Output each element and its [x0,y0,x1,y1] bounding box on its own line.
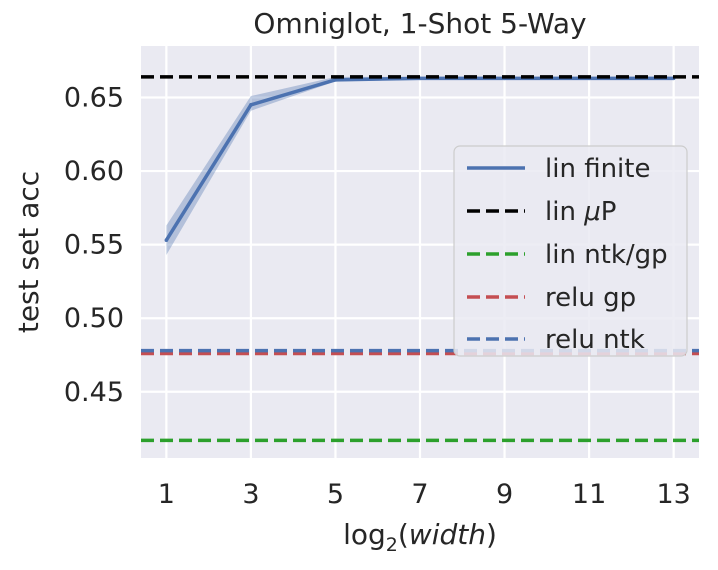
y-tick-label: 0.65 [64,83,124,114]
legend-label-lin-mup-math: μ [583,197,601,227]
x-ticks: 1 3 5 7 9 11 13 [158,479,691,510]
chart-title: Omniglot, 1-Shot 5-Way [253,7,586,40]
y-tick-label: 0.45 [64,377,124,408]
x-axis-label: log2(width) [343,518,497,556]
legend-box [453,145,688,357]
x-axis-label-close: ) [486,518,497,551]
y-tick-label: 0.60 [64,156,124,187]
legend: lin finite lin μP lin ntk/gp relu gp rel… [453,145,688,357]
y-tick-label: 0.50 [64,303,124,334]
x-axis-label-prefix: log [343,518,386,551]
x-axis-label-variable: width [409,518,486,551]
x-tick-label: 5 [327,479,344,510]
x-axis-label-subscript: 2 [386,534,398,556]
y-ticks: 0.45 0.50 0.55 0.60 0.65 [64,83,124,408]
legend-label-lin-mup-suffix: P [601,197,617,227]
point-lin-finite [249,103,253,107]
x-axis-label-open: ( [398,518,409,551]
series-layer [141,75,699,255]
legend-label-relu-ntk: relu ntk [545,325,645,355]
point-lin-finite [164,238,169,243]
x-tick-label: 3 [242,479,259,510]
x-tick-label: 1 [158,479,175,510]
y-axis-label: test set acc [12,171,45,333]
x-tick-label: 13 [656,479,690,510]
legend-label-lin-ntk-gp: lin ntk/gp [545,240,668,270]
x-tick-label: 9 [496,479,513,510]
x-tick-label: 7 [411,479,428,510]
legend-label-lin-finite: lin finite [545,154,650,184]
y-tick-label: 0.55 [64,230,124,261]
x-tick-label: 11 [572,479,606,510]
legend-label-lin-mup: lin μP [545,197,616,227]
point-lin-finite [333,78,338,82]
legend-label-lin-mup-prefix: lin [545,197,584,227]
legend-label-relu-gp: relu gp [545,283,636,313]
